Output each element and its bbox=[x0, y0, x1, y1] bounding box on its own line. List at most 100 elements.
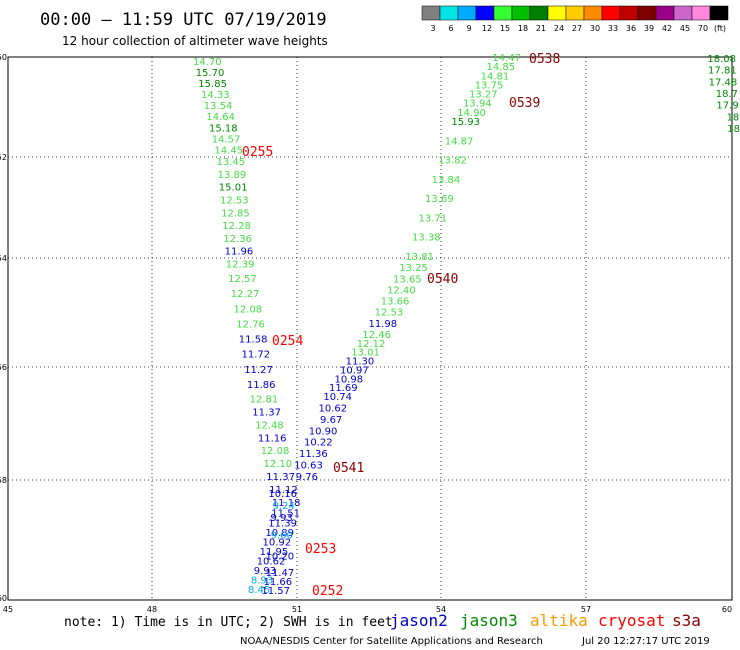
wave-height-value: 10.90 bbox=[309, 426, 338, 437]
legend-swatch bbox=[565, 5, 585, 21]
legend-label: 6 bbox=[448, 24, 453, 33]
pass-labels: 0538 0539 0255 0540 0254 0541 0253 0252 bbox=[242, 52, 560, 599]
wave-height-value: 13.94 bbox=[463, 99, 492, 110]
wave-height-value: 11.30 bbox=[346, 357, 375, 368]
satellite-jason2-label: jason2 bbox=[390, 611, 448, 630]
legend-swatch bbox=[691, 5, 711, 21]
wave-height-value: 12.28 bbox=[222, 221, 251, 232]
wave-height-value: 11.37 bbox=[252, 408, 281, 419]
pass-time-label: 0255 bbox=[242, 145, 273, 160]
wave-height-value: 11.18 bbox=[272, 498, 301, 509]
wave-height-value: 18 bbox=[727, 124, 740, 135]
lon-tick-label: 45 bbox=[3, 605, 13, 614]
wave-height-value: 10.97 bbox=[340, 365, 369, 376]
wave-height-value: 13.38 bbox=[412, 233, 441, 244]
legend-swatch bbox=[439, 5, 459, 21]
legend-swatch bbox=[493, 5, 513, 21]
lat-tick-label: -60 bbox=[0, 594, 7, 603]
pass-time-label: 0541 bbox=[333, 461, 364, 476]
axis-ticks: 45 48 51 54 57 60 -50 -52 -54 -56 -58 -60 bbox=[0, 53, 732, 614]
legend-label: 30 bbox=[590, 24, 600, 33]
wave-height-value: 12.10 bbox=[264, 459, 293, 470]
wave-height-value: 14.90 bbox=[457, 108, 486, 119]
legend-swatch bbox=[547, 5, 567, 21]
wave-height-value: 12.46 bbox=[362, 330, 391, 341]
wave-height-value: 9.60 bbox=[271, 531, 293, 542]
lat-tick-label: -56 bbox=[0, 363, 7, 372]
wave-height-value: 13.45 bbox=[217, 157, 246, 168]
lat-tick-label: -52 bbox=[0, 153, 7, 162]
lat-lon-grid bbox=[8, 57, 732, 600]
wave-height-value: 12.81 bbox=[250, 395, 279, 406]
wave-height-value: 12.27 bbox=[231, 289, 260, 300]
legend-label: 39 bbox=[644, 24, 654, 33]
lon-tick-label: 54 bbox=[436, 605, 446, 614]
wave-height-value: 11.39 bbox=[268, 518, 297, 529]
wave-height-value: 17.9 bbox=[716, 101, 738, 112]
wave-height-value: 12.85 bbox=[221, 208, 250, 219]
legend-swatch bbox=[709, 5, 729, 21]
page-subtitle: 12 hour collection of altimeter wave hei… bbox=[62, 34, 328, 48]
wave-height-value: 12.08 bbox=[234, 304, 263, 315]
map-frame bbox=[7, 56, 733, 601]
wave-height-value: 14.45 bbox=[214, 145, 243, 156]
wave-height-value: 11.86 bbox=[247, 380, 276, 391]
wave-height-value: 11.37 bbox=[266, 472, 295, 483]
pass-time-label: 0254 bbox=[272, 334, 303, 349]
lon-tick-label: 51 bbox=[292, 605, 302, 614]
wave-height-value: 11.98 bbox=[368, 319, 397, 330]
wave-height-value: 13.54 bbox=[204, 101, 233, 112]
legend-label: 36 bbox=[626, 24, 636, 33]
wave-height-value: 14.64 bbox=[206, 112, 235, 123]
wave-height-value: 12.76 bbox=[236, 319, 265, 330]
legend-label: 24 bbox=[554, 24, 564, 33]
wave-height-value: 8.93 bbox=[251, 576, 273, 587]
satellite-legend: jason2 jason3 altika cryosat s3a bbox=[390, 611, 701, 630]
wave-height-value: 13.27 bbox=[469, 90, 498, 101]
credit-line: NOAA/NESDIS Center for Satellite Applica… bbox=[240, 636, 543, 647]
satellite-cryosat-label: cryosat bbox=[598, 611, 665, 630]
wave-height-value: 13.01 bbox=[351, 348, 380, 359]
wave-height-value: 9.67 bbox=[320, 415, 342, 426]
legend-swatch bbox=[421, 5, 441, 21]
wave-height-value: 12.39 bbox=[226, 259, 255, 270]
generation-timestamp: Jul 20 12:27:17 UTC 2019 bbox=[581, 636, 710, 647]
wave-height-value: 9.24 bbox=[273, 501, 295, 512]
wave-height-value: 14.70 bbox=[193, 57, 222, 68]
wave-height-value: 10.62 bbox=[318, 403, 347, 414]
wave-height-value: 10.89 bbox=[265, 528, 294, 539]
wave-height-value: 12.57 bbox=[228, 274, 257, 285]
legend-label: 21 bbox=[536, 24, 546, 33]
wave-height-value: 17.81 bbox=[708, 66, 737, 77]
wave-height-value: 18.08 bbox=[707, 54, 736, 65]
legend-swatch bbox=[619, 5, 639, 21]
wave-height-value: 10.63 bbox=[294, 461, 323, 472]
pass-time-label: 0253 bbox=[305, 542, 336, 557]
legend-swatch bbox=[457, 5, 477, 21]
page-title: 00:00 – 11:59 UTC 07/19/2019 bbox=[40, 10, 327, 30]
wave-height-value: 12.53 bbox=[375, 308, 404, 319]
wave-height-value: 11.96 bbox=[225, 247, 254, 258]
wave-height-value: 10.62 bbox=[257, 556, 286, 567]
wave-height-value: 11.47 bbox=[266, 568, 295, 579]
lon-tick-label: 48 bbox=[147, 605, 157, 614]
wave-height-value: 12.12 bbox=[357, 339, 386, 350]
legend-unit: (ft) bbox=[714, 24, 726, 33]
pass-time-label: 0540 bbox=[427, 272, 458, 287]
wave-height-value: 13.69 bbox=[425, 194, 454, 205]
wave-height-value: 9.93 bbox=[270, 513, 292, 524]
wave-height-value: 11.69 bbox=[329, 383, 358, 394]
legend-swatch bbox=[511, 5, 531, 21]
wave-height-value: 14.81 bbox=[481, 71, 510, 82]
wave-height-value: 11.66 bbox=[263, 577, 292, 588]
legend-swatch bbox=[655, 5, 675, 21]
legend-label: 42 bbox=[662, 24, 672, 33]
wave-height-value: 11.51 bbox=[271, 509, 300, 520]
wave-height-value: 12.48 bbox=[255, 420, 284, 431]
satellite-s3a-label: s3a bbox=[672, 611, 701, 630]
wave-height-legend: 3 6 9 12 15 18 21 24 27 30 33 36 39 42 45 70 (ft) bbox=[421, 5, 729, 33]
wave-height-value: 10.16 bbox=[268, 489, 297, 500]
pass-time-label: 0252 bbox=[312, 584, 343, 599]
wave-height-value: 15.93 bbox=[451, 117, 480, 128]
wave-height-value: 18 bbox=[727, 112, 740, 123]
